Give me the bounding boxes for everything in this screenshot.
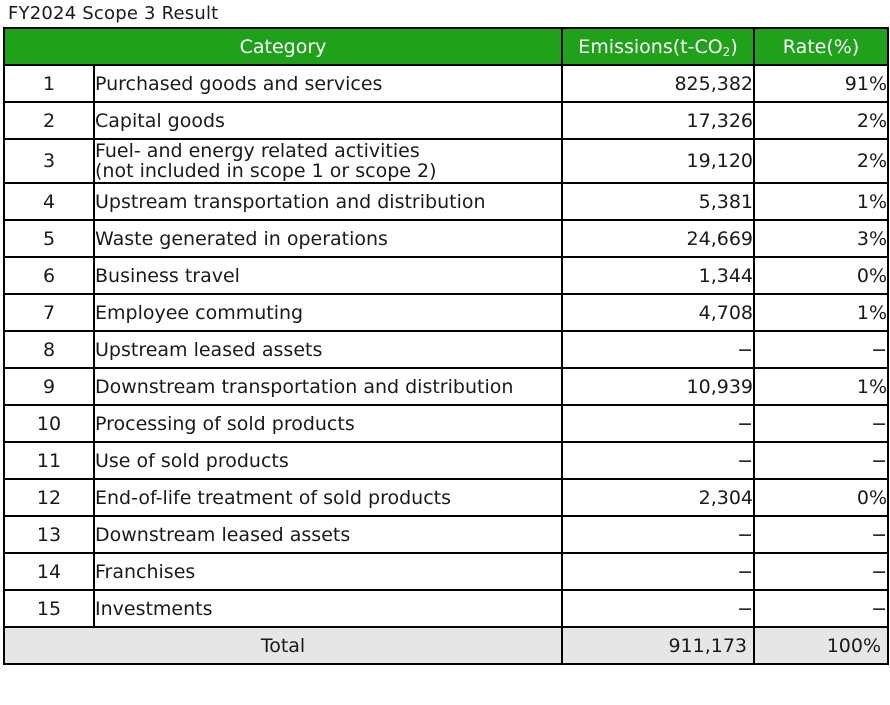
row-category: End-of-life treatment of sold products (92, 478, 564, 517)
row-category: Fuel- and energy related activities (not … (92, 138, 564, 184)
row-number: 12 (3, 478, 95, 517)
row-number: 15 (3, 589, 95, 628)
header-emissions: Emissions(t-CO2) (561, 27, 756, 66)
scope3-table: Category Emissions(t-CO2) Rate(%) 1 Purch… (2, 27, 890, 665)
row-rate: − (753, 589, 890, 628)
table-row: 7 Employee commuting 4,708 1% (3, 293, 890, 332)
total-label: Total (2, 626, 564, 665)
table-row: 10 Processing of sold products − − (3, 404, 890, 443)
row-category: Purchased goods and services (92, 64, 564, 103)
row-category-line2: (not included in scope 1 or scope 2) (95, 160, 437, 182)
row-number: 9 (3, 367, 95, 406)
row-number: 14 (3, 552, 95, 591)
header-emissions-subscript: 2 (722, 44, 731, 59)
table-row: 1 Purchased goods and services 825,382 91% (3, 64, 890, 103)
row-category-line1: Fuel- and energy related activities (95, 140, 420, 162)
table-row: 5 Waste generated in operations 24,669 3% (3, 219, 890, 258)
row-number: 11 (3, 441, 95, 480)
row-rate: − (753, 404, 890, 443)
row-rate: 1% (753, 182, 890, 221)
row-category: Upstream leased assets (92, 330, 564, 369)
table-row: 13 Downstream leased assets − − (3, 515, 890, 554)
row-emissions: 5,381 (561, 182, 756, 221)
row-emissions: 1,344 (561, 256, 756, 295)
row-category: Use of sold products (92, 441, 564, 480)
row-number: 13 (3, 515, 95, 554)
row-category: Employee commuting (92, 293, 564, 332)
row-rate: − (753, 515, 890, 554)
row-rate: 91% (753, 64, 890, 103)
row-number: 4 (3, 182, 95, 221)
table-row: 6 Business travel 1,344 0% (3, 256, 890, 295)
row-category: Upstream transportation and distribution (92, 182, 564, 221)
row-number: 5 (3, 219, 95, 258)
table-row: 15 Investments − − (3, 589, 890, 628)
table-row: 9 Downstream transportation and distribut… (3, 367, 890, 406)
row-emissions: − (561, 552, 756, 591)
row-number: 2 (3, 101, 95, 140)
table-header-row: Category Emissions(t-CO2) Rate(%) (2, 27, 890, 66)
row-emissions: 825,382 (561, 64, 756, 103)
row-category: Downstream leased assets (92, 515, 564, 554)
table-row: 3 Fuel- and energy related activities (not… (3, 138, 890, 184)
table-row: 8 Upstream leased assets − − (3, 330, 890, 369)
row-emissions: 2,304 (561, 478, 756, 517)
table-row: 2 Capital goods 17,326 2% (3, 101, 890, 140)
row-rate: 2% (753, 101, 890, 140)
row-category: Investments (92, 589, 564, 628)
row-rate: 1% (753, 293, 890, 332)
row-rate: − (753, 552, 890, 591)
row-emissions: 10,939 (561, 367, 756, 406)
header-rate: Rate(%) (753, 27, 890, 66)
row-number: 6 (3, 256, 95, 295)
row-emissions: − (561, 441, 756, 480)
row-emissions: − (561, 515, 756, 554)
row-number: 3 (3, 138, 95, 184)
row-rate: 0% (753, 478, 890, 517)
row-category: Processing of sold products (92, 404, 564, 443)
row-rate: 0% (753, 256, 890, 295)
row-emissions: − (561, 330, 756, 369)
row-rate: − (753, 441, 890, 480)
row-rate: − (753, 330, 890, 369)
row-rate: 2% (753, 138, 890, 184)
row-category: Waste generated in operations (92, 219, 564, 258)
table-row: 11 Use of sold products − − (3, 441, 890, 480)
table-row: 4 Upstream transportation and distributio… (3, 182, 890, 221)
header-emissions-prefix: Emissions(t-CO (578, 35, 723, 58)
row-category: Business travel (92, 256, 564, 295)
row-category: Capital goods (92, 101, 564, 140)
row-emissions: − (561, 589, 756, 628)
table-body: 1 Purchased goods and services 825,382 91% 2… (3, 64, 890, 628)
row-number: 1 (3, 64, 95, 103)
row-rate: 1% (753, 367, 890, 406)
row-number: 7 (3, 293, 95, 332)
table-row: 14 Franchises − − (3, 552, 890, 591)
row-category: Downstream transportation and distributi… (92, 367, 564, 406)
table-caption: FY2024 Scope 3 Result (8, 3, 219, 24)
row-emissions: 4,708 (561, 293, 756, 332)
table-row: 12 End-of-life treatment of sold products… (3, 478, 890, 517)
row-category: Franchises (92, 552, 564, 591)
row-rate: 3% (753, 219, 890, 258)
row-number: 8 (3, 330, 95, 369)
header-emissions-suffix: ) (730, 35, 738, 58)
row-emissions: 17,326 (561, 101, 756, 140)
row-emissions: − (561, 404, 756, 443)
row-emissions: 19,120 (561, 138, 756, 184)
header-category: Category (2, 27, 564, 66)
total-rate: 100% (753, 626, 890, 665)
total-row: Total 911,173 100% (2, 626, 890, 665)
row-emissions: 24,669 (561, 219, 756, 258)
row-number: 10 (3, 404, 95, 443)
total-emissions: 911,173 (561, 626, 756, 665)
